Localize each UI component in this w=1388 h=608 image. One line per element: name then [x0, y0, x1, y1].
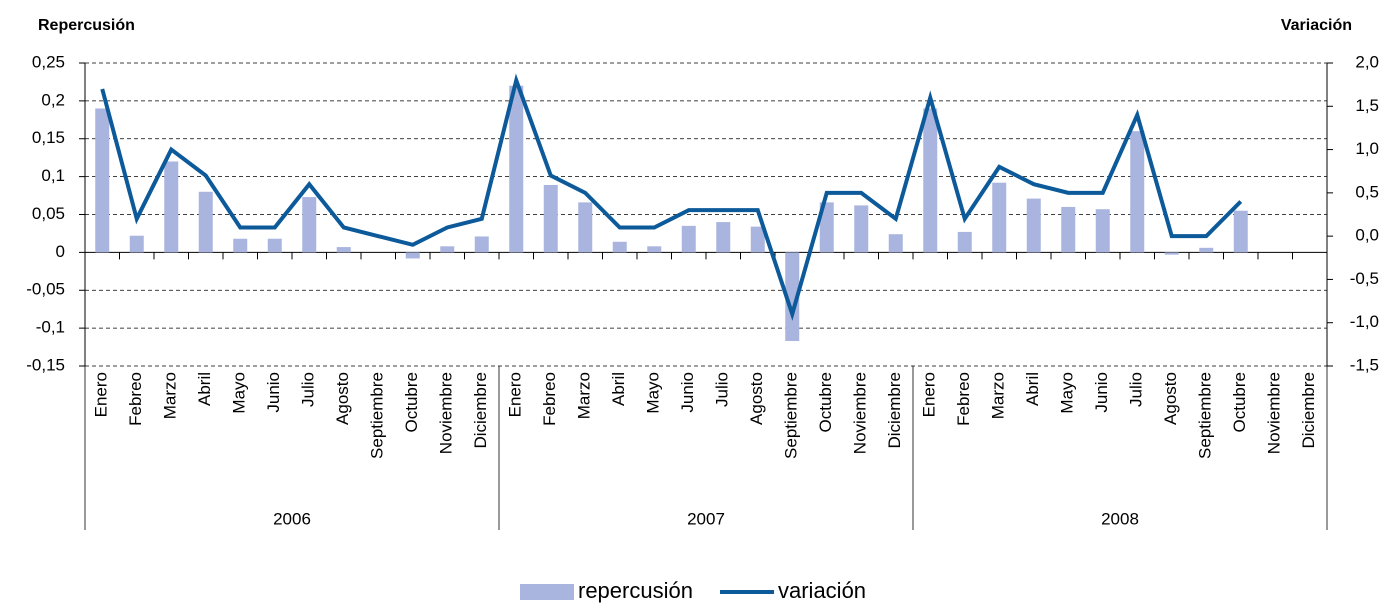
x-tick-label: Diciembre — [471, 372, 490, 449]
group-label: 2008 — [1101, 509, 1139, 528]
bar — [957, 231, 972, 253]
x-tick-label: Abril — [1023, 372, 1042, 406]
x-tick-label: Noviembre — [437, 372, 456, 454]
bar — [647, 246, 662, 253]
x-tick-label: Mayo — [644, 372, 663, 414]
x-tick-label: Marzo — [575, 372, 594, 419]
group-label: 2006 — [273, 509, 311, 528]
x-tick-label: Agosto — [1161, 372, 1180, 425]
x-tick-label: Abril — [609, 372, 628, 406]
x-tick-label: Octubre — [1230, 372, 1249, 432]
bar — [612, 241, 627, 253]
x-tick-label: Octubre — [402, 372, 421, 432]
bar — [888, 234, 903, 253]
y-tick-label: 0,2 — [41, 90, 65, 109]
bar — [1233, 210, 1248, 253]
x-tick-label: Julio — [1127, 372, 1146, 407]
bar — [302, 197, 317, 253]
x-tick-label: Noviembre — [851, 372, 870, 454]
x-tick-label: Marzo — [989, 372, 1008, 419]
bar — [819, 202, 834, 253]
x-tick-label: Septiembre — [1196, 372, 1215, 459]
bar — [1026, 198, 1041, 253]
y-tick-label: 0 — [56, 242, 65, 261]
y2-tick-label: 2,0 — [1355, 52, 1379, 71]
bar — [164, 161, 179, 253]
x-tick-label: Junio — [678, 372, 697, 413]
x-tick-label: Agosto — [333, 372, 352, 425]
bar — [543, 184, 558, 253]
y2-tick-label: 0,5 — [1355, 182, 1379, 201]
bar — [1095, 209, 1110, 253]
y2-tick-label: -1,5 — [1350, 355, 1379, 374]
bar — [1061, 206, 1076, 253]
bar — [785, 252, 800, 342]
x-tick-label: Diciembre — [1299, 372, 1318, 449]
bar — [267, 238, 282, 253]
x-tick-label: Septiembre — [368, 372, 387, 459]
x-tick-label: Junio — [1092, 372, 1111, 413]
y2-tick-label: 1,0 — [1355, 139, 1379, 158]
bar — [854, 205, 869, 253]
bar — [440, 246, 455, 253]
bar — [233, 238, 248, 253]
y2-tick-label: -0,5 — [1350, 269, 1379, 288]
bar — [578, 202, 593, 253]
bar — [681, 225, 696, 253]
bar — [336, 247, 351, 253]
x-tick-label: Octubre — [816, 372, 835, 432]
x-tick-label: Julio — [713, 372, 732, 407]
x-tick-label: Mayo — [1058, 372, 1077, 414]
x-tick-label: Febreo — [126, 372, 145, 426]
legend-label: variación — [778, 578, 866, 603]
y2-axis-title: Variación — [1281, 17, 1352, 34]
legend-label: repercusión — [578, 578, 693, 603]
bar — [198, 191, 213, 253]
x-tick-label: Noviembre — [1265, 372, 1284, 454]
x-tick-label: Diciembre — [885, 372, 904, 449]
bar — [1199, 247, 1214, 253]
y2-tick-label: 1,5 — [1355, 96, 1379, 115]
x-tick-label: Febreo — [954, 372, 973, 426]
y-tick-label: -0,15 — [26, 355, 65, 374]
bar — [992, 182, 1007, 253]
bar — [923, 108, 938, 253]
bar — [474, 236, 489, 253]
y-tick-label: -0,1 — [36, 318, 65, 337]
x-tick-label: Junio — [264, 372, 283, 413]
legend-swatch — [520, 584, 574, 600]
x-tick-label: Marzo — [161, 372, 180, 419]
bar — [1164, 252, 1179, 255]
x-tick-label: Septiembre — [782, 372, 801, 459]
bar — [129, 235, 144, 253]
x-tick-label: Abril — [195, 372, 214, 406]
x-tick-label: Enero — [506, 372, 525, 417]
y-axis-title: Repercusión — [38, 17, 135, 34]
x-tick-label: Enero — [920, 372, 939, 417]
x-tick-label: Mayo — [230, 372, 249, 414]
y-tick-label: 0,15 — [32, 128, 65, 147]
y-tick-label: -0,05 — [26, 280, 65, 299]
x-tick-label: Julio — [299, 372, 318, 407]
x-tick-label: Febreo — [540, 372, 559, 426]
x-tick-label: Agosto — [747, 372, 766, 425]
line — [100, 73, 1243, 321]
bar — [405, 252, 420, 259]
y2-tick-label: -1,0 — [1350, 312, 1379, 331]
y-tick-label: 0,1 — [41, 166, 65, 185]
x-tick-label: Enero — [92, 372, 111, 417]
y-tick-label: 0,25 — [32, 52, 65, 71]
bar — [95, 108, 110, 253]
group-label: 2007 — [687, 509, 725, 528]
y-tick-label: 0,05 — [32, 204, 65, 223]
bar — [716, 222, 731, 253]
y2-tick-label: 0,0 — [1355, 226, 1379, 245]
bar — [1130, 131, 1145, 253]
bar — [509, 85, 524, 253]
bar — [750, 226, 765, 253]
